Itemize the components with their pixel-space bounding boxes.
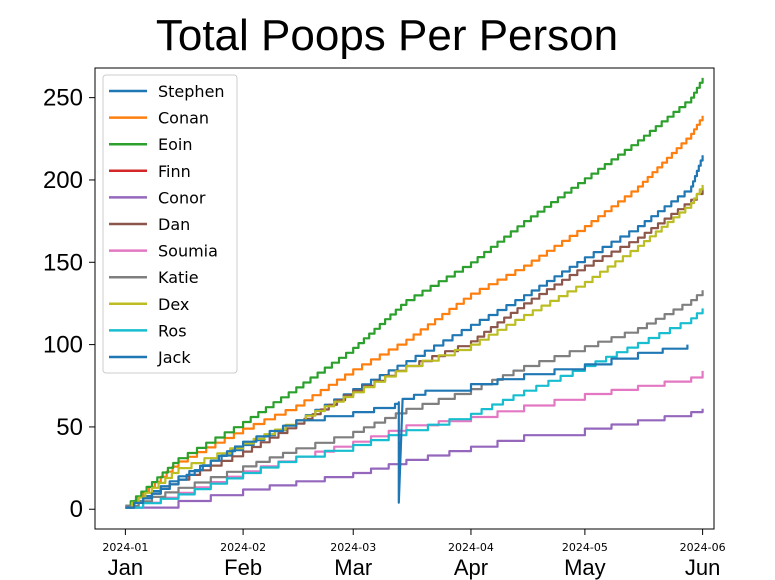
x-tick-label: 2024-02 [220,541,266,554]
series-line-eoin [125,77,704,507]
legend-label: Jack [157,348,191,367]
y-tick-label: 200 [43,167,83,194]
legend-label: Katie [158,268,199,287]
legend-label: Eoin [158,135,192,154]
y-tick-label: 150 [43,249,83,276]
legend-label: Ros [158,321,187,340]
series-lines [125,77,704,509]
y-tick-label: 250 [43,85,83,112]
month-label: Jan [108,555,143,580]
x-tick-label: 2024-03 [330,541,376,554]
y-tick-label: 50 [56,414,83,441]
y-tick-label: 0 [70,496,83,523]
legend-label: Dan [158,215,190,234]
month-label: Apr [454,555,488,580]
x-tick-label: 2024-06 [680,541,726,554]
x-tick-label: 2024-04 [448,541,494,554]
x-tick-label: 2024-01 [102,541,148,554]
x-axis: 2024-01 2024-02 2024-03 2024-04 2024-05 2024-… [102,529,726,580]
month-label: Jun [685,555,720,580]
series-line-dex [125,184,704,509]
series-line-jack [125,344,689,509]
series-line-ros [125,308,704,509]
series-line-conor [125,408,704,509]
series-line-dan [125,188,704,509]
legend-label: Stephen [158,82,225,101]
legend: Stephen Conan Eoin Finn Conor Dan Soumia Katie D… [102,74,238,374]
legend-box [102,74,238,374]
y-tick-label: 100 [43,332,83,359]
y-axis: 0 50 100 150 200 250 [43,85,95,523]
legend-label: Finn [158,162,191,181]
legend-label: Conor [158,188,206,207]
month-label: May [564,555,606,580]
series-line-katie [125,290,704,507]
x-tick-label: 2024-05 [562,541,608,554]
series-line-conan [125,115,704,509]
legend-label: Conan [158,109,209,128]
month-label: Feb [224,555,262,580]
legend-label: Dex [158,295,189,314]
legend-label: Soumia [158,242,218,261]
month-label: Mar [334,555,372,580]
chart-title: Total Poops Per Person [156,11,618,60]
